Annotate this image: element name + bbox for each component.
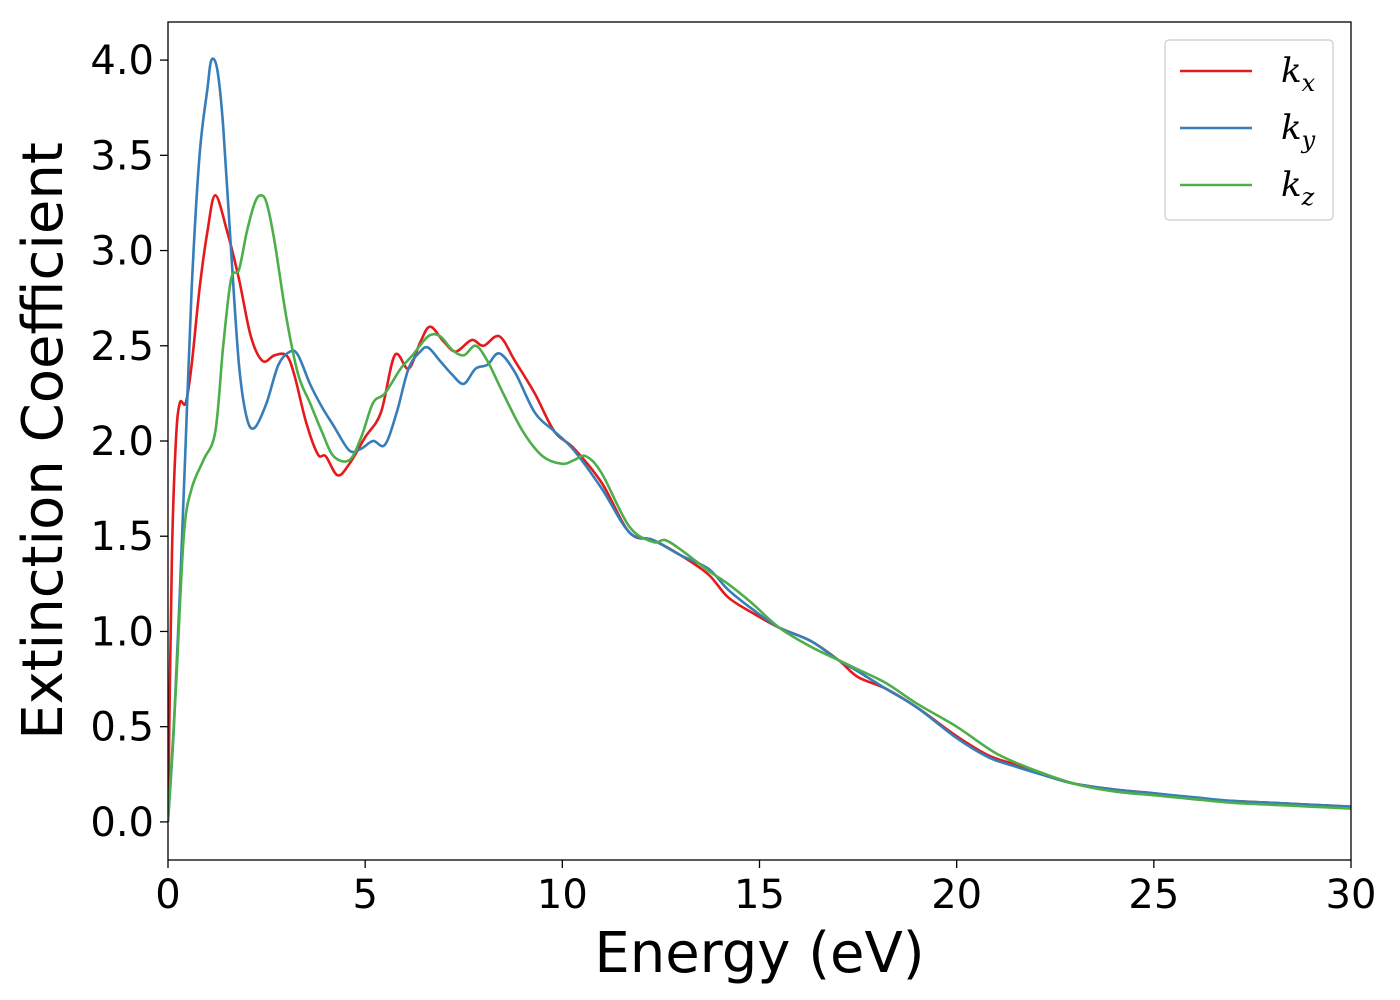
y-axis-label: Extinction Coefficient: [11, 142, 76, 740]
series-layer: [168, 57, 1351, 822]
legend-frame: [1164, 39, 1334, 221]
y-tick-label: 2.5: [90, 324, 154, 370]
legend-label-ky: ky: [1281, 108, 1316, 154]
x-tick-label: 0: [155, 872, 180, 918]
y-tick-label: 0.5: [90, 705, 154, 751]
legend-label-kz: kz: [1281, 165, 1315, 211]
x-tick-label: 25: [1128, 872, 1179, 918]
legend-label-kx: kx: [1281, 51, 1316, 97]
y-tick-label: 3.5: [90, 133, 154, 179]
y-axis: 0.0 0.5 1.0 1.5 2.0 2.5 3.0 3.5 4.0: [90, 38, 168, 846]
legend: kx ky kz: [1164, 39, 1334, 221]
series-line-kx: [168, 194, 1351, 822]
y-tick-label: 3.0: [90, 229, 154, 275]
y-tick-label: 0.0: [90, 800, 154, 846]
x-axis: 0 5 10 15 20 25 30: [155, 860, 1376, 918]
series-line-ky: [168, 57, 1351, 822]
x-tick-label: 30: [1326, 872, 1377, 918]
series-line-kz: [168, 194, 1351, 822]
y-tick-label: 1.5: [90, 514, 154, 560]
x-axis-label: Energy (eV): [594, 921, 924, 986]
x-tick-label: 20: [931, 872, 982, 918]
x-tick-label: 5: [352, 872, 377, 918]
y-tick-label: 4.0: [90, 38, 154, 84]
x-tick-label: 10: [537, 872, 588, 918]
y-tick-label: 1.0: [90, 609, 154, 655]
x-tick-label: 15: [734, 872, 785, 918]
y-tick-label: 2.0: [90, 419, 154, 465]
